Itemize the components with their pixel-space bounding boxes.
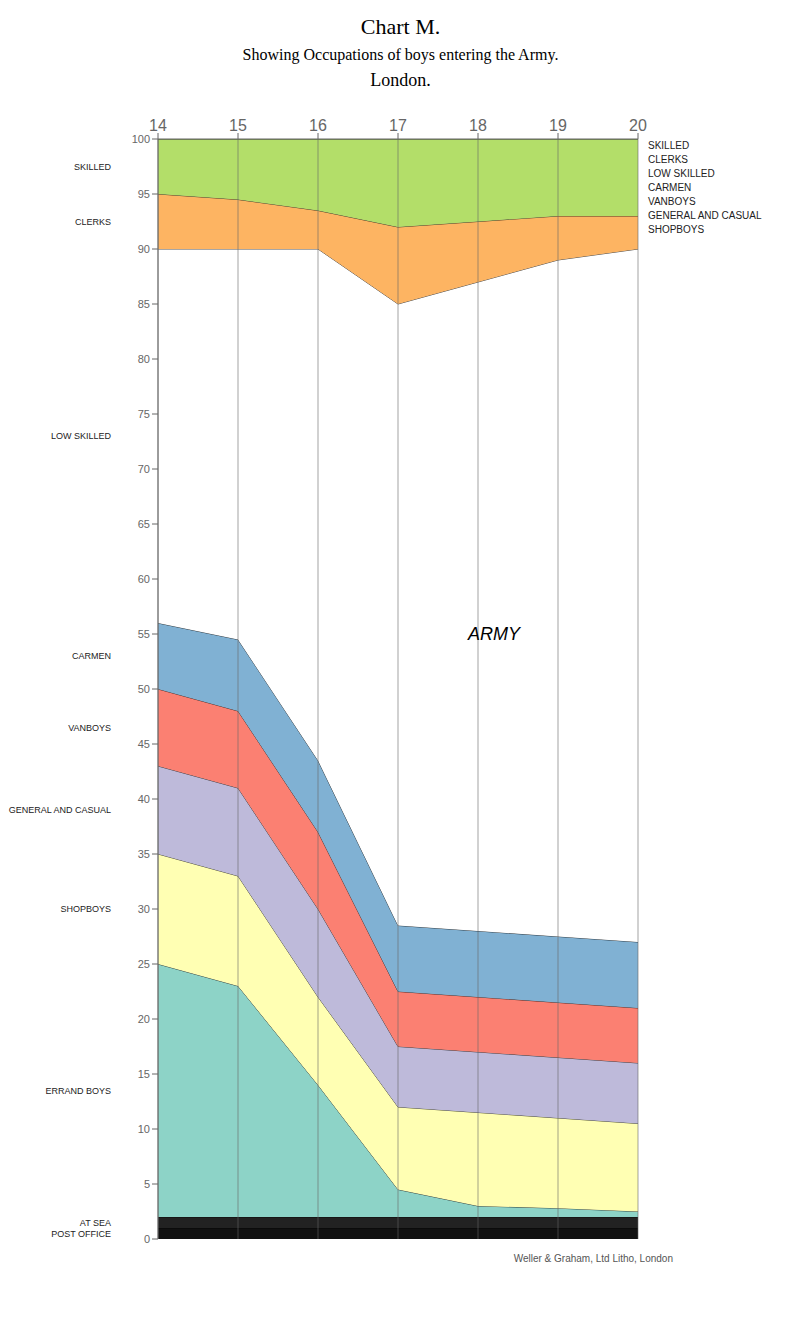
svg-text:20: 20 [138,1013,150,1025]
svg-text:AT SEA: AT SEA [80,1218,111,1228]
svg-text:35: 35 [138,848,150,860]
html-text:Weller & Graham, Ltd Litho, Lo: Weller & Graham, Ltd Litho, London [513,1253,673,1264]
svg-text:55: 55 [138,628,150,640]
html-text:CARMEN: CARMEN [648,182,692,193]
svg-text:SHOPBOYS: SHOPBOYS [60,904,111,914]
svg-text:SKILLED: SKILLED [74,162,112,172]
svg-text:75: 75 [138,408,150,420]
svg-text:14: 14 [149,117,167,134]
html-text:Chart M.: Chart M. [360,14,441,39]
svg-text:5: 5 [144,1178,150,1190]
svg-text:17: 17 [389,117,407,134]
html-text:Showing Occupations of boys en: Showing Occupations of boys entering the… [242,46,559,63]
svg-text:16: 16 [309,117,327,134]
svg-text:60: 60 [138,573,150,585]
svg-text:GENERAL AND CASUAL: GENERAL AND CASUAL [9,805,111,815]
html-text:VANBOYS: VANBOYS [648,196,696,207]
svg-text:CARMEN: CARMEN [72,651,111,661]
svg-text:40: 40 [138,793,150,805]
html-text:GENERAL AND CASUAL: GENERAL AND CASUAL [648,210,762,221]
svg-text:30: 30 [138,903,150,915]
svg-text:15: 15 [138,1068,150,1080]
svg-text:ERRAND BOYS: ERRAND BOYS [45,1086,111,1096]
html-text:SHOPBOYS: SHOPBOYS [648,224,705,235]
svg-text:90: 90 [138,243,150,255]
html-text:CLERKS: CLERKS [648,154,688,165]
svg-text:25: 25 [138,958,150,970]
html-text:SKILLED: SKILLED [648,140,690,151]
html-text:London.: London. [370,70,431,90]
html-text:LOW SKILLED: LOW SKILLED [648,168,715,179]
svg-text:ARMY: ARMY [467,624,522,644]
svg-text:100: 100 [132,133,150,145]
svg-text:VANBOYS: VANBOYS [68,723,111,733]
svg-text:80: 80 [138,353,150,365]
svg-text:18: 18 [469,117,487,134]
svg-text:45: 45 [138,738,150,750]
svg-text:20: 20 [629,117,647,134]
svg-text:85: 85 [138,298,150,310]
svg-text:0: 0 [144,1233,150,1245]
svg-text:70: 70 [138,463,150,475]
svg-text:10: 10 [138,1123,150,1135]
svg-text:95: 95 [138,188,150,200]
svg-text:LOW SKILLED: LOW SKILLED [51,431,112,441]
svg-text:19: 19 [549,117,567,134]
svg-text:65: 65 [138,518,150,530]
svg-text:POST OFFICE: POST OFFICE [51,1229,111,1239]
svg-text:15: 15 [229,117,247,134]
svg-text:CLERKS: CLERKS [75,217,111,227]
svg-text:50: 50 [138,683,150,695]
